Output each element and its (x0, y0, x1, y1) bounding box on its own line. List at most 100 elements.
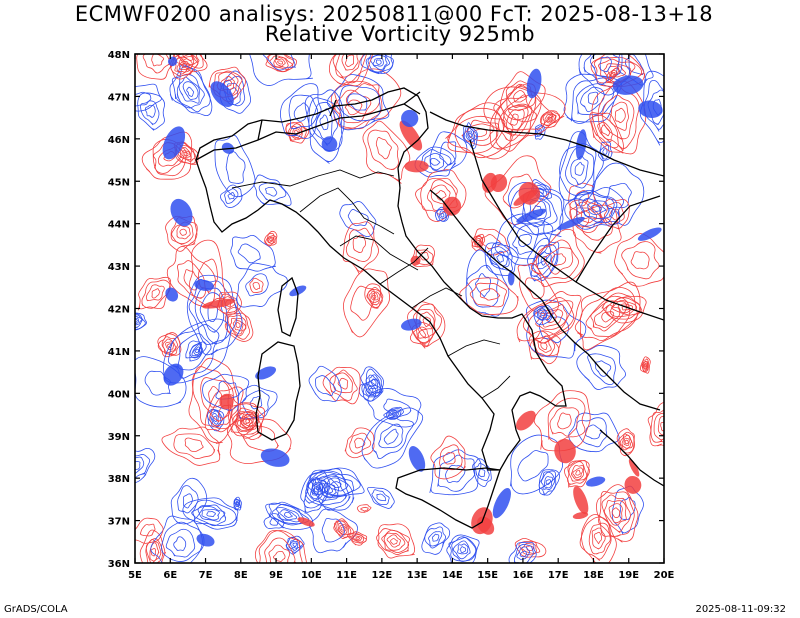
contour-line (189, 342, 203, 359)
contour-line (472, 128, 488, 138)
contour-line (459, 277, 519, 316)
corsica-coastline (277, 276, 299, 337)
contour-line (197, 505, 226, 522)
contour-line (267, 236, 274, 243)
contour-line (145, 284, 165, 302)
contour-core (585, 476, 606, 487)
contour-core (477, 516, 495, 535)
contour-line (237, 243, 261, 264)
contour-line (540, 311, 546, 317)
contour-line (602, 148, 608, 155)
contour-line (371, 292, 379, 301)
contour-line (151, 288, 161, 299)
vorticity-contours (135, 54, 664, 563)
contour-line (252, 282, 261, 291)
contour-line (173, 54, 208, 73)
contour-line (234, 499, 241, 508)
lon-label: 9E (269, 570, 283, 581)
lon-label: 18E (583, 570, 604, 581)
contour-line (153, 142, 185, 174)
contour-line (235, 321, 241, 328)
contour-line (643, 362, 648, 369)
contour-line (139, 529, 166, 563)
contour-core (168, 56, 178, 67)
contour-line (611, 507, 621, 518)
contour-core (573, 486, 589, 515)
lat-label: 44N (108, 220, 130, 231)
contour-line (575, 469, 581, 476)
contour-line (229, 317, 247, 335)
contour-line (546, 115, 554, 123)
contour-line (269, 237, 273, 242)
contour-line (614, 233, 664, 287)
contour-line (473, 236, 483, 247)
contour-line (567, 460, 590, 486)
contour-line (512, 224, 539, 255)
contour-line (598, 491, 635, 537)
lon-label: 20E (654, 570, 675, 581)
contour-line (215, 380, 239, 400)
contour-line (345, 227, 374, 262)
contour-line (338, 85, 381, 122)
contour-line (413, 326, 430, 344)
contour-line (182, 493, 193, 509)
contour-line (135, 356, 187, 408)
contour-line (347, 209, 369, 227)
contour-line (310, 483, 322, 500)
lon-label: 15E (477, 570, 498, 581)
contour-line (245, 273, 269, 297)
contour-line (351, 533, 365, 543)
contour-line (472, 458, 492, 487)
contour-line (593, 531, 603, 545)
contour-core (219, 393, 234, 410)
contour-line (527, 237, 560, 282)
contour-line (596, 484, 639, 543)
contour-line (605, 67, 620, 83)
contour-line (290, 540, 299, 549)
contour-line (202, 373, 250, 412)
contour-core (196, 533, 215, 547)
contour-line (608, 503, 623, 524)
contour-line (415, 249, 434, 266)
contour-line (599, 198, 630, 230)
contour-line (176, 58, 193, 73)
contour-line (199, 292, 225, 333)
contour-line (371, 489, 390, 506)
contour-line (535, 239, 579, 279)
contour-line (653, 412, 664, 442)
contour-line (303, 477, 329, 509)
contour-line (545, 479, 551, 485)
contour-line (640, 356, 651, 374)
contour-core (162, 126, 186, 160)
contour-line (487, 242, 513, 272)
lat-label: 40N (108, 389, 130, 400)
lat-label: 39N (108, 432, 130, 443)
contour-line (369, 290, 381, 304)
contour-line (428, 531, 443, 547)
lon-label: 6E (163, 570, 177, 581)
contour-line (583, 54, 623, 86)
contour-line (347, 93, 368, 111)
contour-line (304, 89, 345, 164)
contour-line (136, 54, 175, 80)
contour-line (321, 517, 345, 543)
contour-line (465, 249, 510, 317)
contour-line (372, 57, 384, 67)
contour-line (308, 365, 342, 403)
contour-line (409, 322, 434, 347)
contour-line (543, 476, 554, 489)
contour-line (424, 526, 447, 549)
contour-line (361, 407, 424, 469)
contour-line (268, 544, 290, 563)
contour-line (230, 234, 276, 272)
contour-line (189, 239, 226, 309)
contour-line (206, 408, 225, 432)
contour-line (162, 338, 177, 354)
lon-label: 8E (234, 570, 248, 581)
contour-line (587, 201, 607, 215)
contour-line (304, 478, 323, 504)
contour-line (312, 474, 348, 506)
contour-line (568, 412, 620, 453)
contour-line (411, 244, 435, 268)
contour-line (564, 460, 590, 488)
